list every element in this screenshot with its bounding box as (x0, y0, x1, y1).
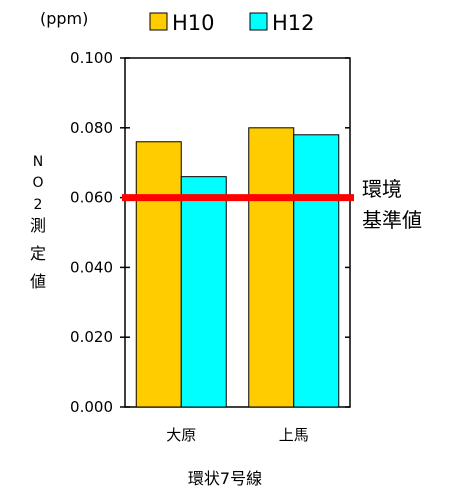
unit-label: (ppm) (40, 9, 88, 28)
bar-H10-1 (248, 127, 295, 408)
legend-swatch-H10 (149, 12, 168, 31)
bar-H10-0 (135, 141, 182, 408)
y-tick-label: 0.100 (70, 49, 113, 67)
y-tick-label: 0.080 (70, 119, 113, 137)
y-axis-label-char: 2 (33, 197, 43, 213)
x-axis-title: 環状7号線 (188, 469, 262, 488)
bar-H12-1 (293, 134, 340, 408)
standard-label: 環境 (362, 177, 402, 201)
y-axis-label-char: 定 (29, 244, 46, 263)
standard-label: 基準値 (362, 208, 422, 232)
y-axis-label-char: 値 (29, 272, 46, 291)
y-tick-label: 0.020 (70, 328, 113, 346)
legend-swatch-H12 (249, 12, 268, 31)
legend-label-H10: H10 (172, 11, 215, 35)
legend-label-H12: H12 (272, 11, 315, 35)
y-axis-label-char: O (32, 175, 44, 191)
y-tick-label: 0.040 (70, 258, 113, 276)
y-tick-label: 0.000 (70, 398, 113, 416)
x-tick-label: 上馬 (279, 426, 309, 444)
y-axis-label-char: 測 (29, 216, 46, 235)
bar-H12-0 (180, 176, 227, 408)
y-axis-label-char: N (32, 154, 44, 170)
y-tick-label: 0.060 (70, 189, 113, 207)
x-tick-label: 大原 (166, 426, 196, 444)
